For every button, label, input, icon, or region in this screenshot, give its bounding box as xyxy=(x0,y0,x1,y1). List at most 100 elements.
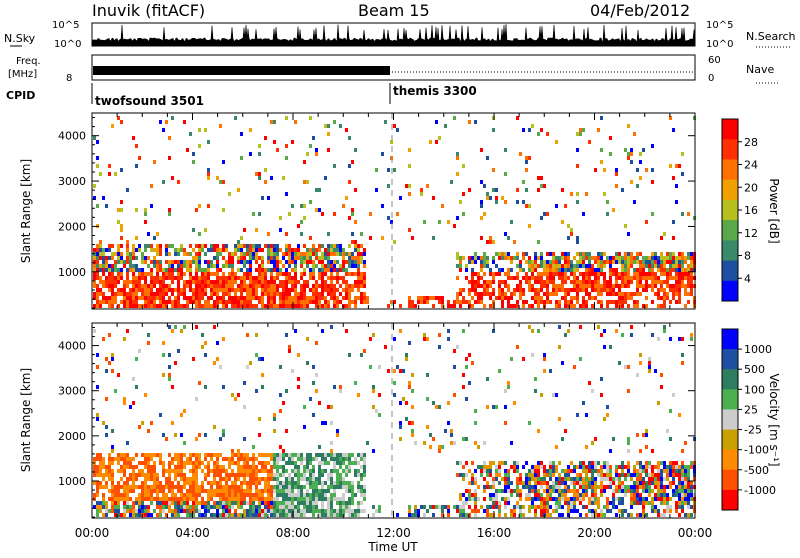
power-cell-161 xyxy=(126,280,129,284)
vel-cell-960 xyxy=(297,505,300,509)
vel-cell-1840 xyxy=(594,501,597,505)
vel-cell-1565 xyxy=(519,481,522,485)
power-cell-1334 xyxy=(456,292,459,296)
power-cell-735 xyxy=(255,292,258,296)
power-cell-760 xyxy=(258,176,261,180)
vel-cell-1423 xyxy=(474,509,477,513)
power-cell-333 xyxy=(165,304,168,308)
vel-cell-199 xyxy=(135,357,138,361)
vel-cell-310 xyxy=(162,489,165,493)
vel-cell-437 xyxy=(189,509,192,513)
vel-cell-1916 xyxy=(615,497,618,501)
vel-cell-1018 xyxy=(309,505,312,509)
power-cell-579 xyxy=(219,180,222,184)
power-cell-104 xyxy=(114,300,117,304)
power-cell-909 xyxy=(288,248,291,252)
vel-cell-276 xyxy=(153,477,156,481)
power-cell-1298 xyxy=(420,188,423,192)
vel-cell-746 xyxy=(252,457,255,461)
vel-cell-748 xyxy=(252,445,255,449)
vel-cell-96 xyxy=(111,353,114,357)
power-cell-2046 xyxy=(645,264,648,268)
vel-cell-1542 xyxy=(513,505,516,509)
vel-cell-1185 xyxy=(342,461,345,465)
power-cell-364 xyxy=(171,288,174,292)
power-cell-1344 xyxy=(459,300,462,304)
station-title: Inuvik (fitACF) xyxy=(92,1,205,20)
power-cell-233 xyxy=(141,268,144,272)
vel-cell-2079 xyxy=(657,481,660,485)
vel-cell-392 xyxy=(177,349,180,353)
vel-cell-2035 xyxy=(645,445,648,449)
power-cell-177 xyxy=(129,280,132,284)
power-cell-2221 xyxy=(690,256,693,260)
power-cell-2129 xyxy=(669,276,672,280)
power-cell-1552 xyxy=(522,252,525,256)
vel-cell-1884 xyxy=(606,509,609,513)
vel-cell-178 xyxy=(132,501,135,505)
power-cell-1808 xyxy=(585,268,588,272)
power-cell-919 xyxy=(291,268,294,272)
power-cell-381 xyxy=(174,252,177,256)
vel-cell-1816 xyxy=(588,485,591,489)
power-cell-311 xyxy=(159,284,162,288)
vel-cell-1061 xyxy=(315,341,318,345)
power-cell-2069 xyxy=(651,212,654,216)
power-cell-963 xyxy=(300,252,303,256)
power-cell-220 xyxy=(138,276,141,280)
vel-cell-171 xyxy=(129,465,132,469)
power-cell-1374 xyxy=(471,288,474,292)
power-cell-1814 xyxy=(588,292,591,296)
vel-cell-1087 xyxy=(321,461,324,465)
power-cell-1642 xyxy=(546,296,549,300)
power-cell-632 xyxy=(231,256,234,260)
power-cell-406 xyxy=(180,248,183,252)
vel-cell-1285 xyxy=(387,369,390,373)
power-cell-1908 xyxy=(612,272,615,276)
vel-cell-2084 xyxy=(657,461,660,465)
vel-cell-1196 xyxy=(345,465,348,469)
power-cell-1428 xyxy=(486,288,489,292)
vel-cell-40 xyxy=(102,505,105,509)
vel-cell-1995 xyxy=(636,469,639,473)
vel-cell-2012 xyxy=(639,353,642,357)
power-cell-945 xyxy=(297,292,300,296)
vel-cell-1546 xyxy=(513,461,516,465)
vel-cell-2063 xyxy=(654,509,657,513)
power-cell-34 xyxy=(96,156,99,160)
power-cell-2095 xyxy=(660,284,663,288)
vel-cell-1670 xyxy=(549,493,552,497)
power-cell-52 xyxy=(102,292,105,296)
vel-cell-58 xyxy=(105,473,108,477)
vel-cell-441 xyxy=(189,489,192,493)
vel-cell-599 xyxy=(222,457,225,461)
power-cell-400 xyxy=(180,288,183,292)
vel-cell-1042 xyxy=(312,469,315,473)
vel-cell-2163 xyxy=(678,477,681,481)
vel-cell-1500 xyxy=(498,469,501,473)
vel-cell-1326 xyxy=(423,505,426,509)
vel-cell-1433 xyxy=(474,421,477,425)
power-cell-521 xyxy=(207,272,210,276)
vel-cell-2146 xyxy=(675,505,678,509)
vel-cell-1279 xyxy=(378,509,381,513)
power-cell-1543 xyxy=(519,260,522,264)
vel-cell-940 xyxy=(291,469,294,473)
vel-cell-1697 xyxy=(555,469,558,473)
vel-cell-335 xyxy=(168,485,171,489)
power-cell-936 xyxy=(294,264,297,268)
power-cell-1451 xyxy=(492,288,495,292)
vel-cell-1681 xyxy=(552,489,555,493)
vel-cell-460 xyxy=(192,469,195,473)
vel-cell-1533 xyxy=(510,509,513,513)
vel-cell-606 xyxy=(225,505,228,509)
power-cell-384 xyxy=(177,300,180,304)
power-cell-789 xyxy=(264,168,267,172)
vel-cell-1873 xyxy=(603,513,606,517)
power-cell-592 xyxy=(222,248,225,252)
power-cell-1628 xyxy=(540,176,543,180)
vel-cell-1563 xyxy=(519,493,522,497)
power-cell-1838 xyxy=(594,276,597,280)
power-cell-1962 xyxy=(624,252,627,256)
vel-cell-463 xyxy=(192,453,195,457)
